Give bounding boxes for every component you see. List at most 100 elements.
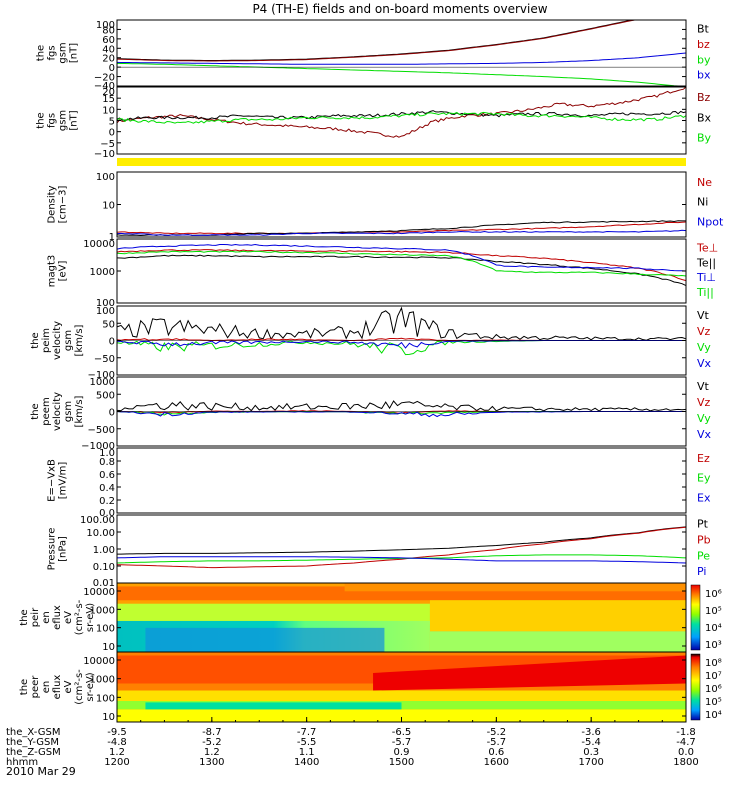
y-tick-label: 10: [102, 712, 115, 723]
y-tick-label: −1000: [81, 441, 115, 452]
y-tick-label: 0.4: [99, 483, 115, 494]
y-axis-label-line: gsm: [63, 401, 74, 422]
series-line-Vx: [116, 410, 686, 418]
colorbar: [690, 584, 701, 651]
legend-label-1: Ey: [697, 472, 711, 485]
y-axis-label: thefgsgsm[nT]: [36, 110, 80, 131]
legend-label-3: Vx: [697, 428, 712, 441]
y-axis-label-line: the: [36, 45, 47, 61]
y-axis-label-line: magt3: [47, 255, 58, 288]
y-tick-label: 1.0: [99, 448, 115, 459]
x-row-value: -5.7: [392, 737, 412, 748]
y-tick-label: 0.0: [99, 508, 115, 519]
y-axis-label: thepeirenefluxeV(cm²-s-sr-eV): [19, 599, 96, 635]
panel-3: Ne Ni Npot 100 10 1 Density[cm−3]: [47, 171, 724, 243]
panel-7: Ez Ey Ex 1.00.8 0.6 0.4 0.20.0 E=−VxB[mV/m]: [47, 447, 711, 519]
x-row-label: hhmm: [6, 757, 38, 768]
y-axis-label-line: the: [36, 112, 47, 128]
y-axis-label-line: E=−VxB: [47, 459, 58, 502]
y-tick-label: 500: [96, 390, 115, 401]
x-row-value: 1.1: [299, 747, 315, 758]
x-row-value: -4.8: [107, 737, 127, 748]
colorbar-tick-label: 10⁸: [705, 658, 722, 669]
x-row-value: 1600: [484, 757, 509, 768]
y-tick-label: 15: [102, 94, 115, 105]
spectrogram-top-band: [344, 583, 686, 592]
legend-label-1: Vz: [697, 325, 711, 338]
x-row-value: 1300: [199, 757, 224, 768]
colorbar-tick-label: 10⁴: [705, 623, 722, 634]
y-tick-label: 5: [109, 117, 115, 128]
y-axis-label-line: sr-eV): [85, 603, 96, 632]
legend-label-2: Vy: [697, 341, 711, 354]
y-axis-label-line: (cm²-s-: [74, 669, 85, 705]
y-tick-label: 0.2: [99, 496, 115, 507]
colorbar: [690, 653, 701, 721]
y-tick-label: 0: [109, 408, 115, 419]
y-axis-label-line: [km/s]: [74, 395, 85, 427]
y-tick-label: 10: [102, 105, 115, 116]
x-row-value: -5.2: [487, 727, 507, 738]
y-tick-label: 100: [96, 20, 115, 31]
y-tick-label: 80: [102, 25, 115, 36]
y-tick-label: 100: [96, 298, 115, 309]
panel-10: 10⁸ 10⁷ 10⁶ 10⁵ 10⁴ 10000 1000 100 10 thepeerenef…: [19, 651, 722, 723]
x-row-value: -5.5: [297, 737, 317, 748]
y-axis-label: Pressure[nPa]: [47, 528, 69, 571]
panel-8: Pt Pb Pe Pi 100.00 10.00 1.00 0.10 0.01 Pressure[…: [47, 514, 711, 589]
panel-frame: [116, 86, 687, 155]
legend-label-0: Vt: [697, 309, 710, 322]
y-tick-label: 1000: [90, 267, 115, 278]
legend-label-1: Bx: [697, 111, 712, 124]
y-axis-label-line: [mV/m]: [58, 462, 69, 500]
legend-label-0: Vt: [697, 380, 710, 393]
legend-label-0: Ez: [697, 452, 710, 465]
series-line-Ti⊥: [116, 243, 687, 272]
y-axis-label-line: peem: [41, 397, 52, 425]
panel-frame: [116, 447, 687, 514]
spectrogram-mid-band: [117, 603, 430, 625]
y-axis-label-line: the: [30, 403, 41, 419]
x-row-value: -3.6: [581, 727, 601, 738]
y-axis-label: thepeemvelocitygsm[km/s]: [30, 392, 85, 431]
series-line-Vt: [116, 400, 687, 412]
y-tick-label: 1000: [90, 605, 115, 616]
colorbar-tick-label: 10⁵: [705, 606, 722, 617]
y-axis-label-line: fgs: [47, 45, 58, 60]
y-axis-label-line: [eV]: [58, 261, 69, 282]
panel-4: Te⊥ Te|| Ti⊥ Ti|| 10000 1000 100 magt3[eV]: [47, 238, 718, 309]
legend-label-1: Te||: [696, 256, 716, 269]
colorbar-tick-label: 10⁴: [705, 710, 722, 721]
y-axis-label-line: the: [19, 609, 30, 625]
colorbar-tick-label: 10⁶: [705, 684, 722, 695]
y-axis-label-line: Pressure: [47, 528, 58, 571]
y-tick-label: 10.00: [86, 528, 115, 539]
legend-label-1: Ni: [697, 196, 708, 209]
y-axis-label-line: eflux: [52, 675, 63, 700]
panel-frame: [116, 171, 687, 238]
legend-label-1: Vz: [697, 396, 711, 409]
y-axis-label-line: [nT]: [69, 110, 80, 130]
colorbar-tick-label: 10⁶: [705, 589, 722, 600]
spectrogram-bottom-band: [117, 709, 686, 722]
y-axis-label-line: [km/s]: [74, 324, 85, 356]
y-axis-label-line: [nPa]: [58, 536, 69, 562]
series-line-Ti||: [116, 250, 687, 277]
y-tick-label: −5: [100, 139, 115, 150]
y-tick-label: 10: [102, 201, 115, 212]
y-axis-label-line: peer: [30, 675, 41, 699]
y-axis-label-line: gsm: [58, 42, 69, 63]
legend-label-3: Vx: [697, 357, 712, 370]
legend-label-2: Pe: [697, 549, 710, 562]
series-line-Bx: [116, 110, 687, 121]
y-tick-label: −10: [94, 149, 115, 160]
y-axis-label-line: eflux: [52, 605, 63, 630]
colorbar-tick-label: 10⁵: [705, 697, 722, 708]
legend-label-2: by: [697, 53, 711, 66]
y-tick-label: 0: [109, 63, 115, 74]
y-axis-label-line: gsm: [63, 330, 74, 351]
y-axis-label-line: en: [41, 611, 52, 624]
y-tick-label: −40: [94, 81, 115, 92]
x-row-value: 1.2: [204, 747, 220, 758]
legend-label-2: Ex: [697, 491, 711, 504]
